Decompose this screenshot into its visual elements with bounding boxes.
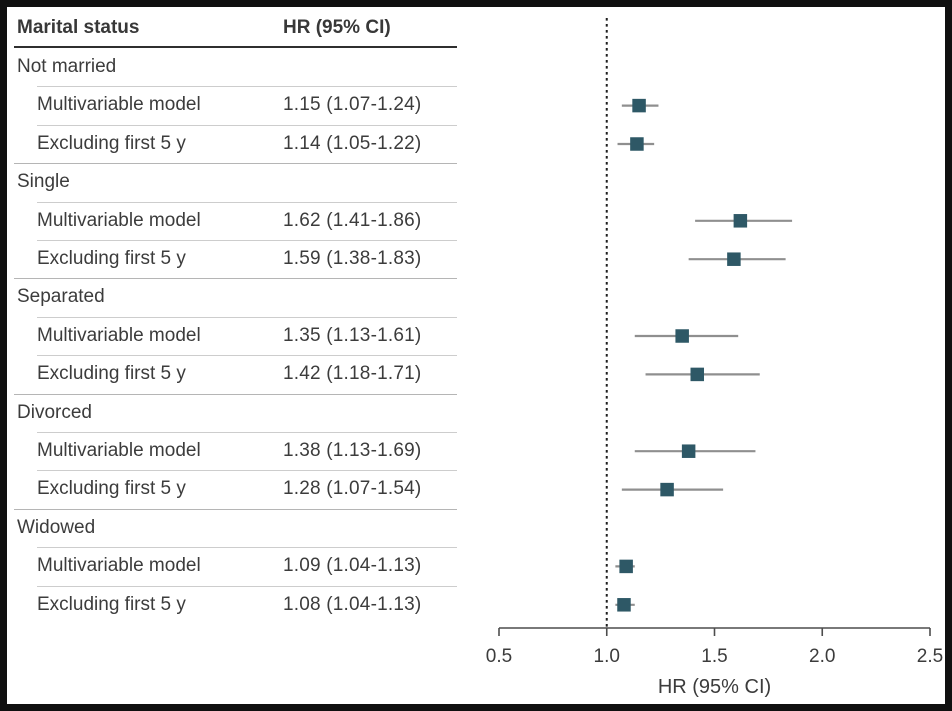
row-separator bbox=[37, 316, 457, 318]
data-row-4-0-label: Multivariable model bbox=[37, 555, 201, 577]
x-tick-label-3: 2.0 bbox=[809, 646, 835, 667]
data-row-2-0-label: Multivariable model bbox=[37, 324, 201, 346]
data-row-2-0: Multivariable model 1.35 (1.13-1.61) bbox=[14, 317, 457, 355]
data-row-2-1-hr-value: 1.42 (1.18-1.71) bbox=[283, 363, 422, 385]
data-row-4-0: Multivariable model 1.09 (1.04-1.13) bbox=[14, 547, 457, 585]
group-row-3-label: Divorced bbox=[17, 401, 92, 423]
column-header-hr-ci: HR (95% CI) bbox=[283, 17, 391, 38]
group-row-2: Separated bbox=[14, 278, 457, 316]
hr-marker-3-1 bbox=[660, 482, 674, 497]
group-separator bbox=[14, 393, 457, 395]
row-separator bbox=[37, 201, 457, 203]
group-separator bbox=[14, 163, 457, 165]
group-row-1: Single bbox=[14, 163, 457, 201]
data-row-3-0: Multivariable model 1.38 (1.13-1.69) bbox=[14, 432, 457, 470]
group-row-4: Widowed bbox=[14, 509, 457, 547]
x-tick-label-0: 0.5 bbox=[486, 646, 512, 667]
group-row-3: Divorced bbox=[14, 394, 457, 432]
data-row-0-1-label: Excluding first 5 y bbox=[37, 132, 186, 154]
data-row-1-1-label: Excluding first 5 y bbox=[37, 248, 186, 269]
data-row-1-0: Multivariable model 1.62 (1.41-1.86) bbox=[14, 202, 457, 240]
data-row-3-1-hr-value: 1.28 (1.07-1.54) bbox=[283, 478, 422, 500]
row-separator bbox=[37, 240, 457, 241]
data-row-0-0: Multivariable model 1.15 (1.07-1.24) bbox=[14, 86, 457, 124]
hr-marker-4-0 bbox=[619, 559, 633, 574]
group-row-0: Not married bbox=[14, 48, 457, 86]
data-row-2-1: Excluding first 5 y 1.42 (1.18-1.71) bbox=[14, 355, 457, 393]
table-header-row: Marital status HR (95% CI) bbox=[14, 11, 457, 48]
hr-marker-2-1 bbox=[690, 367, 705, 382]
row-separator bbox=[37, 470, 457, 472]
x-tick-label-1: 1.0 bbox=[594, 646, 620, 667]
data-row-3-1: Excluding first 5 y 1.28 (1.07-1.54) bbox=[14, 470, 457, 508]
row-separator bbox=[37, 585, 457, 587]
hr-marker-0-1 bbox=[630, 137, 644, 151]
data-row-3-0-label: Multivariable model bbox=[37, 440, 201, 461]
column-header-marital-status: Marital status bbox=[17, 17, 140, 38]
hr-marker-4-1 bbox=[617, 598, 631, 612]
group-row-2-label: Separated bbox=[17, 286, 105, 308]
group-row-4-label: Widowed bbox=[17, 516, 96, 538]
data-row-1-1-hr-value: 1.59 (1.38-1.83) bbox=[283, 248, 422, 269]
hr-marker-0-0 bbox=[632, 98, 646, 113]
data-row-4-1-hr-value: 1.08 (1.04-1.13) bbox=[283, 593, 422, 615]
row-separator bbox=[37, 86, 457, 88]
data-row-0-0-hr-value: 1.15 (1.07-1.24) bbox=[283, 94, 422, 116]
data-row-1-0-hr-value: 1.62 (1.41-1.86) bbox=[283, 209, 422, 231]
group-separator bbox=[14, 508, 457, 510]
row-separator bbox=[37, 547, 457, 549]
data-row-3-0-hr-value: 1.38 (1.13-1.69) bbox=[283, 440, 422, 461]
x-tick-label-4: 2.5 bbox=[917, 646, 943, 667]
data-row-2-1-label: Excluding first 5 y bbox=[37, 363, 186, 385]
row-separator bbox=[37, 124, 457, 126]
data-row-4-1-label: Excluding first 5 y bbox=[37, 593, 186, 615]
data-row-1-1: Excluding first 5 y 1.59 (1.38-1.83) bbox=[14, 240, 457, 278]
hr-marker-1-0 bbox=[733, 214, 748, 228]
data-row-0-1-hr-value: 1.14 (1.05-1.22) bbox=[283, 132, 422, 154]
data-row-2-0-hr-value: 1.35 (1.13-1.61) bbox=[283, 324, 422, 346]
row-separator bbox=[37, 432, 457, 433]
group-row-0-label: Not married bbox=[17, 56, 117, 77]
row-separator bbox=[37, 355, 457, 357]
x-tick-label-2: 1.5 bbox=[701, 646, 727, 667]
group-separator bbox=[14, 278, 457, 280]
hr-marker-3-0 bbox=[681, 444, 696, 458]
data-row-3-1-label: Excluding first 5 y bbox=[37, 478, 186, 500]
marital-status-table: Marital status HR (95% CI) Not married Mu… bbox=[14, 7, 457, 704]
group-row-1-label: Single bbox=[17, 171, 70, 193]
hr-marker-1-1 bbox=[727, 252, 741, 266]
data-row-4-0-hr-value: 1.09 (1.04-1.13) bbox=[283, 555, 422, 577]
x-axis-title: HR (95% CI) bbox=[658, 676, 771, 698]
data-row-4-1: Excluding first 5 y 1.08 (1.04-1.13) bbox=[14, 586, 457, 624]
forest-plot-canvas: 0.5 1.0 1.5 2.0 2.5 HR (95% CI) bbox=[486, 18, 943, 698]
data-row-0-1: Excluding first 5 y 1.14 (1.05-1.22) bbox=[14, 125, 457, 163]
hr-marker-2-0 bbox=[675, 329, 689, 343]
data-row-1-0-label: Multivariable model bbox=[37, 209, 201, 231]
data-row-0-0-label: Multivariable model bbox=[37, 94, 201, 116]
